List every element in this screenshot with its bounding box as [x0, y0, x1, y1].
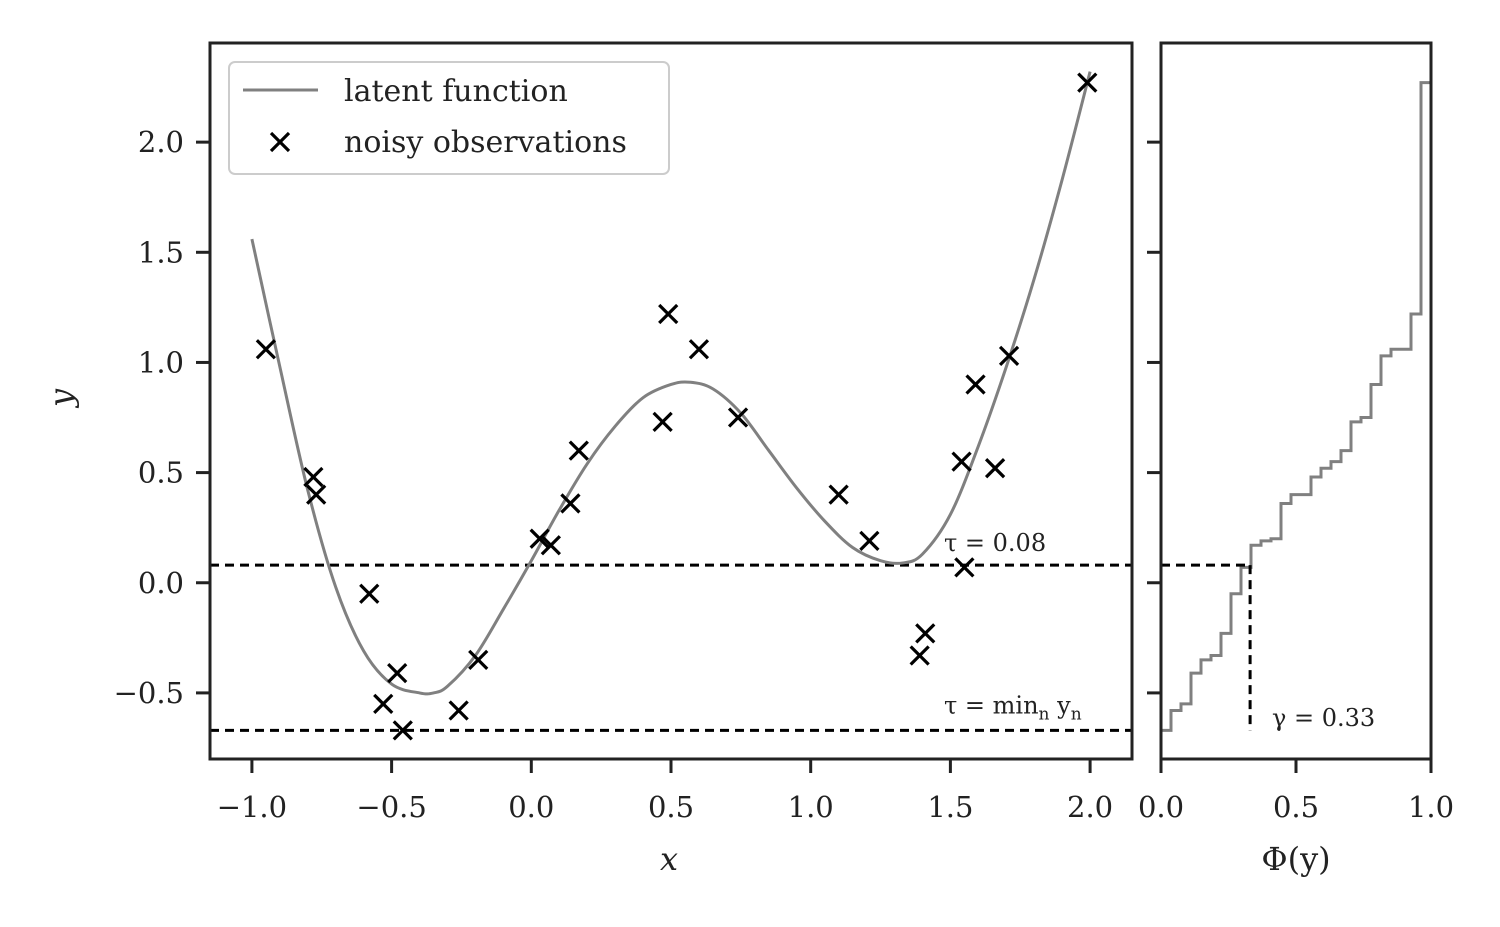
- observation-point: [828, 484, 849, 505]
- observation-point: [688, 339, 710, 360]
- y-tick-label: 2.0: [138, 125, 184, 159]
- observation-point: [859, 530, 880, 552]
- gamma-lines: [1161, 563, 1252, 731]
- cdf-x-axis-label: Φ(y): [1261, 840, 1330, 878]
- legend-label-observations: noisy observations: [344, 125, 627, 160]
- cdf-y-axis-ticks: [1147, 140, 1161, 695]
- legend-box: [228, 61, 670, 175]
- observation-point: [909, 645, 930, 666]
- observation-point: [1077, 72, 1098, 93]
- observation-point: [560, 493, 581, 514]
- y-tick-label: 0.5: [138, 456, 184, 490]
- observation-point: [448, 700, 469, 721]
- observation-point: [303, 466, 324, 488]
- ecdf-step-line: [1161, 81, 1431, 732]
- observation-point: [529, 528, 550, 549]
- y-axis-ticks: −0.5 0.0 0.5 1.0 1.5 2.0: [114, 125, 210, 710]
- observation-point: [255, 339, 277, 360]
- y-axis-label: y: [42, 388, 80, 409]
- observation-point: [951, 451, 972, 472]
- cdf-x-tick-label: 0.0: [1138, 790, 1184, 824]
- legend-marker-swatch: [269, 131, 291, 153]
- x-tick-label: 0.0: [508, 790, 554, 824]
- observation-point: [540, 535, 561, 556]
- observation-point: [954, 557, 975, 578]
- x-tick-label: 1.0: [788, 790, 834, 824]
- y-tick-label: 1.5: [138, 235, 184, 269]
- observation-point: [387, 662, 408, 684]
- legend-x-marker: [269, 131, 291, 153]
- observation-point: [965, 374, 986, 395]
- main-plot-frame: [208, 41, 1134, 761]
- x-tick-label: −1.0: [217, 790, 287, 824]
- observation-point: [373, 693, 394, 715]
- legend: latent function noisy observations: [228, 61, 670, 175]
- legend-label-latent: latent function: [344, 74, 568, 109]
- tau-label: τ = 0.08: [944, 529, 1046, 557]
- observation-point: [998, 345, 1020, 366]
- y-tick-label: −0.5: [114, 676, 184, 710]
- observation-point: [658, 303, 679, 325]
- x-tick-label: −0.5: [356, 790, 426, 824]
- cdf-x-tick-label: 1.0: [1408, 790, 1454, 824]
- observation-point: [359, 583, 380, 604]
- x-tick-label: 0.5: [648, 790, 694, 824]
- x-tick-label: 2.0: [1067, 790, 1113, 824]
- observation-point: [306, 484, 327, 505]
- x-tick-label: 1.5: [927, 790, 973, 824]
- gamma-annotation: γ = 0.33: [1272, 704, 1375, 732]
- observation-point: [727, 407, 749, 428]
- observation-point: [468, 649, 489, 670]
- observation-markers: [255, 72, 1098, 741]
- cdf-x-axis-ticks: 0.0 0.5 1.0: [1138, 759, 1454, 824]
- observation-point: [652, 411, 673, 433]
- cdf-x-tick-label: 0.5: [1273, 790, 1319, 824]
- y-tick-label: 1.0: [138, 345, 184, 379]
- y-tick-label: 0.0: [138, 566, 184, 600]
- x-axis-label: x: [660, 840, 678, 878]
- latent-function-line: [250, 71, 1092, 696]
- x-axis-ticks: −1.0 −0.5 0.0 0.5 1.0 1.5 2.0: [217, 759, 1113, 824]
- cdf-plot-frame: [1159, 41, 1433, 761]
- tau-min-label: τ = minn yn: [944, 691, 1082, 724]
- threshold-lines: [210, 563, 1132, 732]
- threshold-annotations: τ = 0.08 τ = minn yn: [944, 529, 1082, 724]
- observation-point: [568, 440, 589, 461]
- observation-point: [392, 720, 413, 741]
- cdf-panel: γ = 0.33 0.0 0.5 1.0 Φ(y): [1138, 41, 1454, 878]
- main-plot-panel: τ = 0.08 τ = minn yn −1.0 −0.5 0.0 0.5 1.0 1.5…: [42, 41, 1134, 878]
- observation-point: [915, 623, 936, 644]
- observation-point: [984, 458, 1006, 479]
